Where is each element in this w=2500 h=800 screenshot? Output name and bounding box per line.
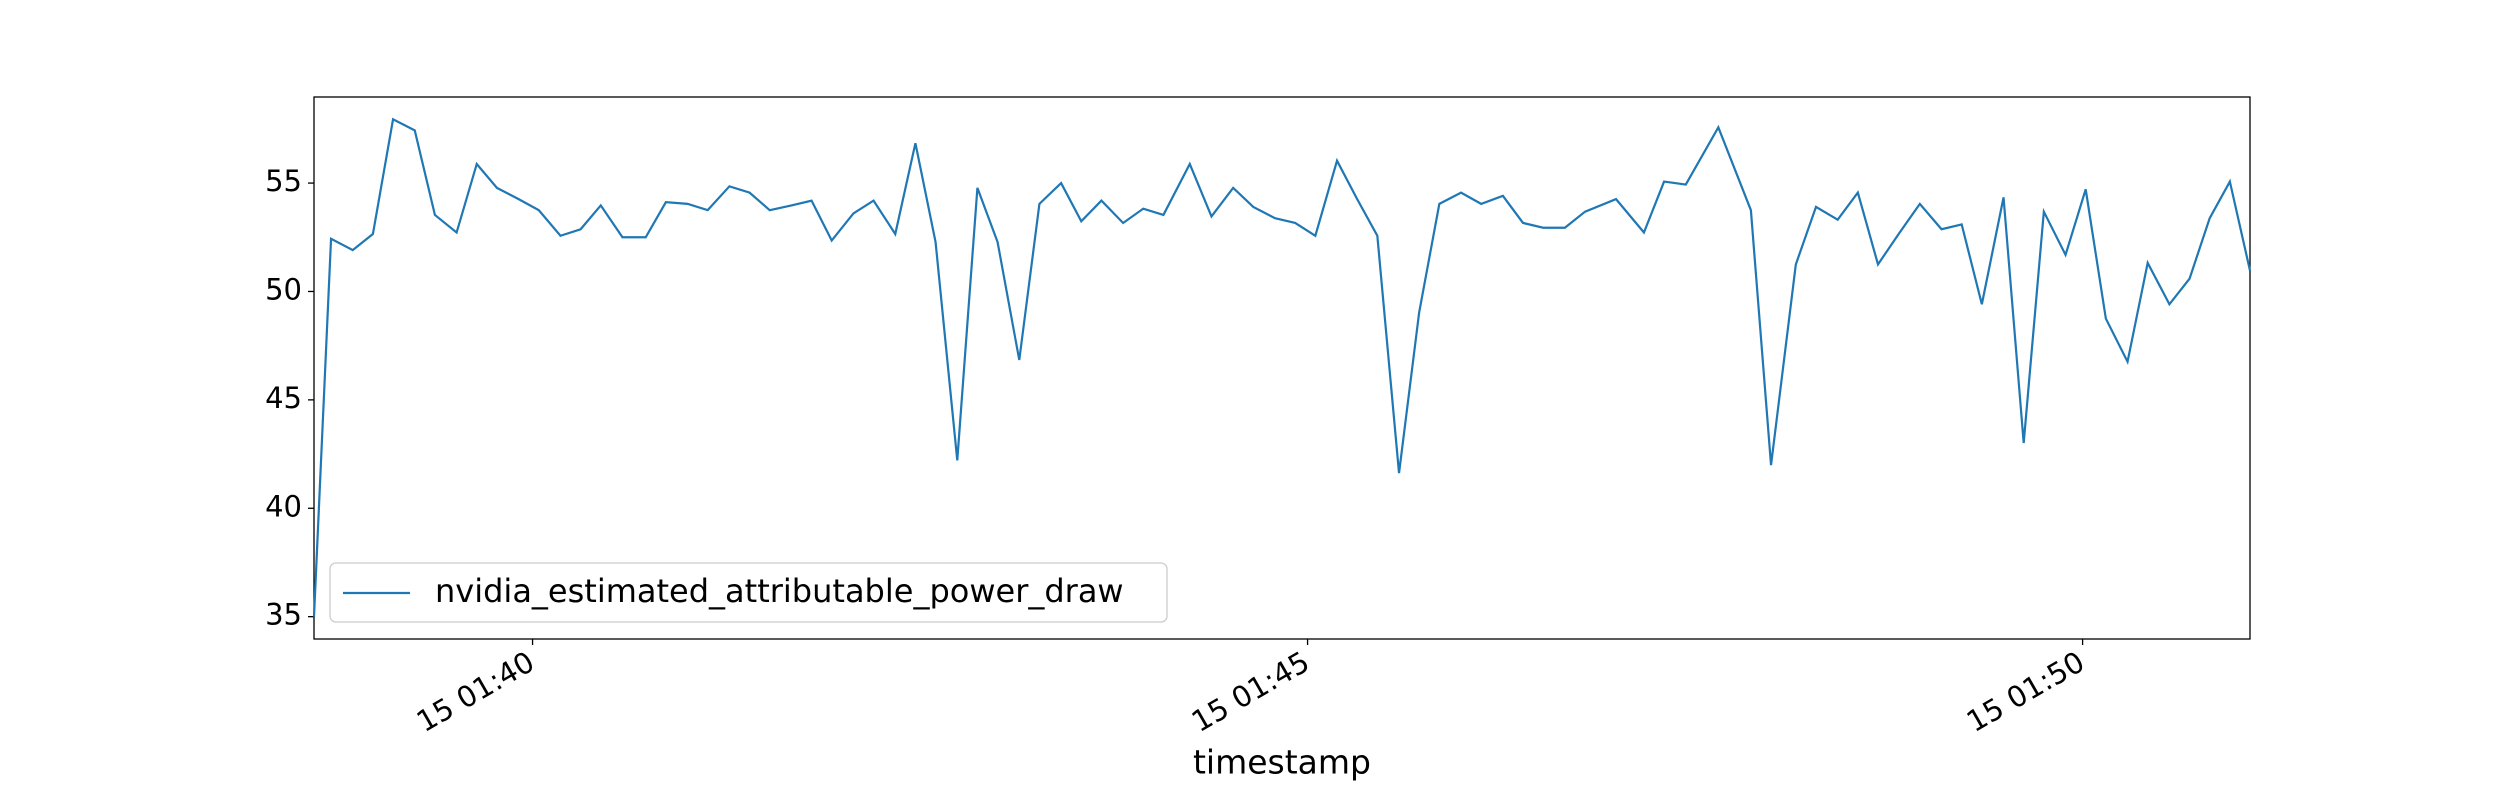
y-tick-label: 45 <box>265 381 302 415</box>
x-tick-label: 15 01:50 <box>1961 645 2090 739</box>
data-line <box>312 117 2252 617</box>
x-tick-label: 15 01:40 <box>411 645 540 739</box>
x-tick-label: 15 01:45 <box>1186 645 1315 739</box>
legend-box <box>329 562 1168 623</box>
x-axis-label: timestamp <box>1193 743 1371 782</box>
y-tick-label: 40 <box>265 489 302 523</box>
y-tick-label: 55 <box>265 164 302 198</box>
y-tick-label: 35 <box>265 598 302 632</box>
legend-label: nvidia_estimated_attributable_power_draw <box>435 572 1124 610</box>
y-tick-label: 50 <box>265 272 302 306</box>
plot-frame <box>313 96 2251 640</box>
